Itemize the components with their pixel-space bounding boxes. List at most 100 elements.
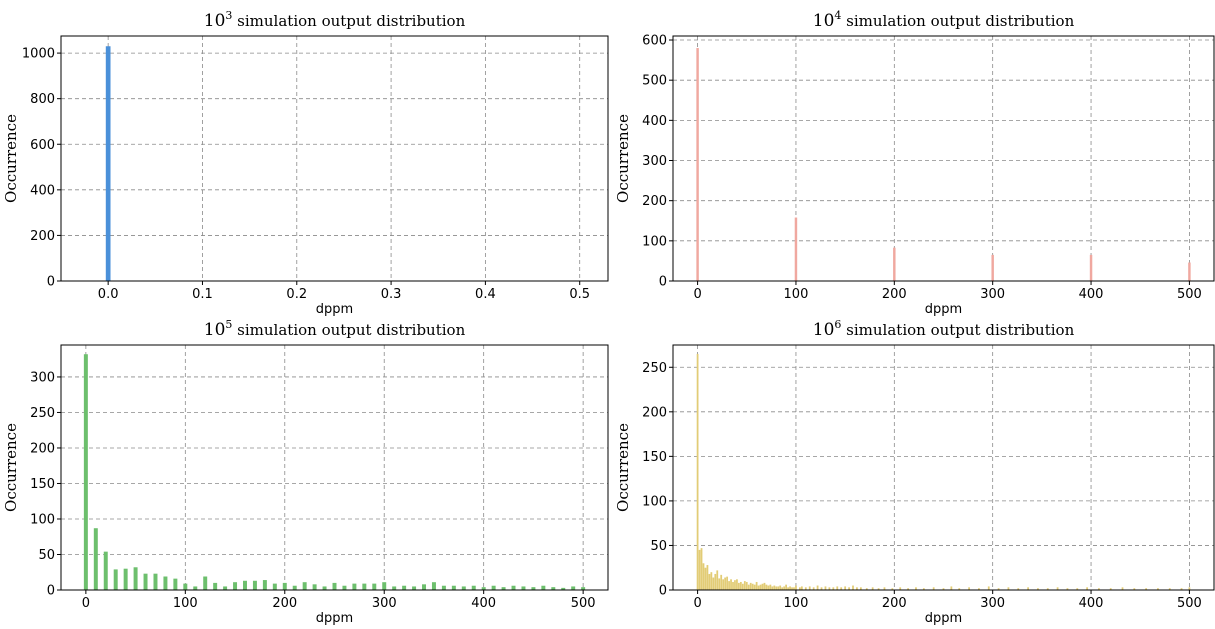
- y-tick-label: 500: [642, 74, 667, 89]
- bar: [759, 584, 762, 590]
- bar: [571, 586, 576, 590]
- bar: [836, 586, 839, 590]
- y-tick-label: 100: [642, 494, 667, 509]
- y-tick-label: 1000: [22, 47, 55, 62]
- bar: [332, 582, 337, 590]
- bar: [915, 587, 917, 590]
- x-tick-label: 0.2: [286, 287, 307, 302]
- bar: [773, 585, 776, 590]
- bar: [1098, 588, 1100, 590]
- bar: [816, 585, 819, 590]
- x-tick-label: 100: [784, 287, 809, 302]
- bar: [828, 587, 831, 590]
- y-tick-label: 200: [30, 441, 55, 456]
- y-tick-label: 0: [659, 275, 667, 290]
- y-tick-label: 0: [47, 275, 55, 290]
- bar: [795, 585, 797, 590]
- bar: [511, 585, 516, 590]
- bar: [730, 579, 732, 590]
- y-tick-label: 150: [30, 477, 55, 492]
- y-axis-label: Occurrence: [2, 114, 20, 203]
- bar: [708, 573, 711, 590]
- bar: [761, 583, 764, 590]
- title-exponent: 6: [834, 318, 841, 331]
- x-axis-label: dppm: [925, 611, 962, 626]
- y-tick-label: 200: [642, 405, 667, 420]
- title-base: 10: [204, 320, 226, 340]
- y-tick-label: 0: [47, 584, 55, 599]
- bar: [163, 576, 168, 590]
- bar: [852, 585, 854, 590]
- bar: [883, 587, 886, 590]
- bar: [922, 588, 925, 590]
- bar: [153, 573, 158, 590]
- y-axis-label: Occurrence: [614, 423, 632, 512]
- y-tick-label: 400: [642, 114, 667, 129]
- bar: [726, 576, 728, 590]
- bar: [1145, 588, 1148, 590]
- title-text: simulation output distribution: [232, 12, 465, 30]
- bar: [531, 587, 536, 590]
- bar: [812, 587, 815, 590]
- y-tick-label: 600: [642, 34, 667, 49]
- bar: [83, 354, 88, 590]
- bar: [783, 586, 786, 590]
- bar: [747, 584, 750, 590]
- bar: [704, 567, 707, 590]
- x-tick-label: 0: [82, 596, 90, 611]
- x-tick-label: 200: [882, 596, 907, 611]
- bar: [844, 586, 847, 590]
- bar: [392, 586, 397, 590]
- bar: [1188, 262, 1191, 281]
- bar: [1046, 588, 1049, 590]
- bar: [422, 584, 426, 590]
- bar: [1180, 588, 1183, 590]
- bar: [322, 586, 327, 590]
- bar: [763, 582, 766, 590]
- title-base: 10: [813, 11, 835, 31]
- bar: [824, 586, 827, 590]
- bar: [352, 583, 357, 590]
- bar: [789, 586, 791, 590]
- bar: [728, 581, 730, 590]
- y-tick-label: 250: [642, 361, 667, 376]
- bar: [799, 587, 801, 590]
- bar: [712, 577, 715, 590]
- y-tick-label: 150: [642, 450, 667, 465]
- bar: [1086, 587, 1088, 590]
- bar: [950, 586, 953, 590]
- x-tick-label: 500: [1177, 596, 1202, 611]
- bar: [372, 583, 377, 590]
- y-tick-label: 300: [642, 154, 667, 169]
- bar: [1188, 587, 1191, 590]
- y-tick-label: 50: [38, 548, 55, 563]
- bar: [820, 587, 823, 590]
- bar: [213, 582, 218, 590]
- y-tick-label: 100: [642, 234, 667, 249]
- bar: [461, 586, 466, 590]
- bar: [781, 587, 784, 590]
- bar: [471, 585, 476, 590]
- x-tick-label: 0.5: [569, 287, 590, 302]
- bar: [173, 578, 178, 590]
- bar: [292, 585, 297, 590]
- x-tick-label: 0.0: [98, 287, 119, 302]
- bar: [978, 588, 980, 590]
- bar: [123, 568, 128, 590]
- bar: [899, 587, 902, 590]
- x-tick-label: 500: [1177, 287, 1202, 302]
- bar: [698, 549, 701, 590]
- y-tick-label: 100: [30, 512, 55, 527]
- y-tick-label: 0: [659, 584, 667, 599]
- x-tick-label: 200: [272, 596, 297, 611]
- bar: [223, 586, 228, 590]
- y-tick-label: 300: [30, 370, 55, 385]
- bar: [877, 588, 880, 590]
- bar: [382, 582, 387, 590]
- bar: [262, 580, 267, 590]
- bar: [856, 587, 858, 590]
- bar: [757, 585, 760, 590]
- bar: [848, 587, 850, 590]
- x-tick-label: 100: [784, 596, 809, 611]
